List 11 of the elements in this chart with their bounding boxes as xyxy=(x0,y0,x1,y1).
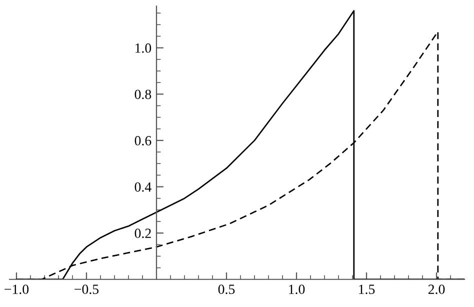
x-tick-label: 1.5 xyxy=(359,284,375,294)
y-tick-label: 0.4 xyxy=(134,182,152,192)
x-tick-label: 0.5 xyxy=(218,284,235,294)
x-tick-label: 1.0 xyxy=(289,284,305,294)
x-tick-label: −0.5 xyxy=(74,284,99,294)
x-tick-label: 2.0 xyxy=(428,284,445,294)
x-tick-label: −1.0 xyxy=(4,284,29,294)
y-tick-label: 0.6 xyxy=(134,136,152,146)
y-tick-label: 1.0 xyxy=(135,43,152,53)
y-tick-label: 0.8 xyxy=(134,90,152,100)
y-tick-label: 0.2 xyxy=(134,228,151,238)
